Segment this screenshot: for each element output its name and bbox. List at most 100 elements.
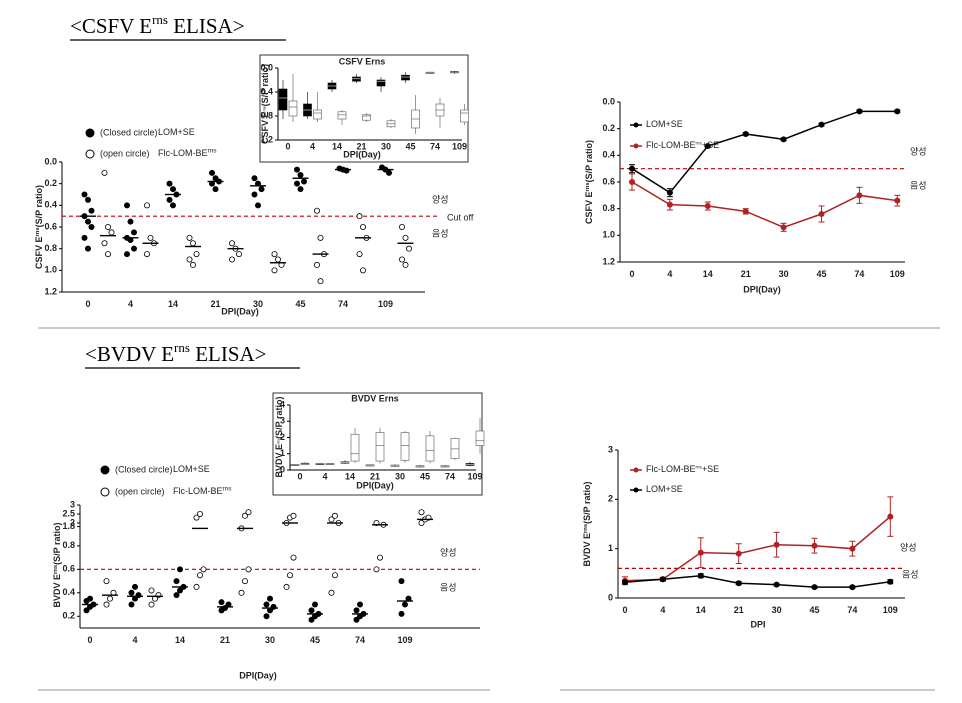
box (313, 109, 322, 120)
data-point (107, 595, 114, 602)
data-point (328, 589, 335, 596)
data-point (173, 578, 180, 585)
data-point (274, 256, 281, 263)
data-point (186, 256, 193, 263)
data-point (166, 180, 173, 187)
x-tick-label: 14 (345, 471, 355, 481)
data-point (271, 267, 278, 274)
data-point (356, 213, 363, 220)
x-tick-label: 0 (87, 635, 92, 645)
y-axis-label-part: BVDV E (52, 574, 62, 608)
data-point (402, 261, 409, 268)
data-point (742, 131, 749, 137)
x-tick-label: 45 (809, 605, 819, 615)
y-axis-label: BVDV Erns(S/P ratio) (52, 523, 62, 608)
data-point (143, 202, 150, 209)
data-point (629, 165, 635, 172)
data-point (856, 192, 863, 199)
data-point (398, 610, 405, 617)
data-point (331, 512, 338, 519)
data-point (704, 143, 711, 149)
box (288, 100, 298, 117)
data-point (359, 223, 366, 230)
x-tick-label: 74 (355, 635, 365, 645)
y-axis-label: CSFV Erns(S/P ratio) (260, 64, 270, 144)
x-tick-label: 0 (85, 299, 90, 309)
y-tick-label: 0.2 (602, 123, 615, 133)
y-tick-label: 0.0 (44, 156, 57, 166)
data-point (193, 251, 200, 258)
y-axis-label-sup: rns (584, 182, 590, 192)
data-point (402, 234, 409, 241)
data-point (83, 607, 90, 614)
x-tick-label: 21 (370, 471, 380, 481)
data-point (328, 516, 335, 523)
data-point (189, 261, 196, 268)
legend-label-sup: rns (223, 485, 233, 492)
data-point (293, 180, 300, 187)
data-point (238, 589, 245, 596)
data-point (147, 234, 154, 241)
legend-label-part: +SE (702, 140, 719, 150)
annotation: Cut off (447, 212, 474, 222)
data-point (241, 512, 248, 519)
legend-label: LOM+SE (646, 119, 683, 129)
legend-symbol (85, 128, 95, 138)
data-point (290, 512, 297, 519)
x-tick-label: 0 (297, 471, 302, 481)
y-axis-label: CSFV Erns(S/P ratio) (584, 140, 594, 224)
x-axis-label: DPI(Day) (356, 480, 394, 490)
data-point (228, 256, 235, 263)
y-axis-label-sup: rns (52, 564, 58, 574)
x-tick-label: 21 (220, 635, 230, 645)
data-point (251, 175, 258, 182)
legend-symbol (633, 467, 639, 473)
data-point (105, 223, 112, 230)
data-point (308, 616, 315, 623)
legend-label: Flc-LOM-BErns+SE (646, 140, 719, 150)
x-tick-label: 14 (175, 635, 185, 645)
y-tick-label: 0.2 (44, 178, 57, 188)
x-tick-label: 4 (660, 605, 665, 615)
data-point (148, 587, 155, 594)
data-point (311, 601, 318, 608)
data-point (405, 245, 412, 252)
x-tick-label: 109 (467, 471, 482, 481)
box (278, 88, 288, 111)
y-axis-label-part: CSFV E (260, 111, 270, 144)
data-point (894, 108, 901, 115)
data-point (85, 245, 92, 252)
box (375, 432, 385, 462)
data-point (293, 166, 300, 173)
section-header: <BVDV Erns ELISA> (85, 340, 267, 366)
legend-label-part: LOM+SE (646, 484, 683, 494)
data-point (290, 554, 297, 561)
x-tick-label: 21 (210, 299, 220, 309)
data-point (235, 251, 242, 258)
legend-prefix: (Closed circle) (100, 127, 158, 137)
data-point (143, 251, 150, 258)
data-point (85, 196, 92, 203)
x-tick-label: 14 (168, 299, 178, 309)
box (337, 111, 347, 120)
x-tick-label: 109 (890, 269, 905, 279)
data-point (81, 191, 88, 198)
legend-prefix: (Closed circle) (115, 464, 173, 474)
data-point (271, 251, 278, 258)
legend-prefix: (open circle) (115, 486, 165, 496)
data-point (266, 595, 273, 602)
data-point (887, 513, 894, 520)
data-point (359, 267, 366, 274)
y-tick-label: 2 (70, 517, 75, 527)
x-tick-label: 14 (703, 269, 713, 279)
data-point (818, 121, 825, 128)
data-point (263, 601, 270, 608)
x-tick-label: 74 (854, 269, 864, 279)
y-tick-label: 2.5 (62, 508, 75, 518)
x-tick-label: 109 (378, 299, 393, 309)
y-tick-label: 1.0 (44, 265, 57, 275)
data-point (780, 224, 787, 231)
y-tick-label: 0.2 (62, 611, 75, 621)
data-point (704, 203, 711, 209)
annotation: 양성 (440, 547, 457, 557)
